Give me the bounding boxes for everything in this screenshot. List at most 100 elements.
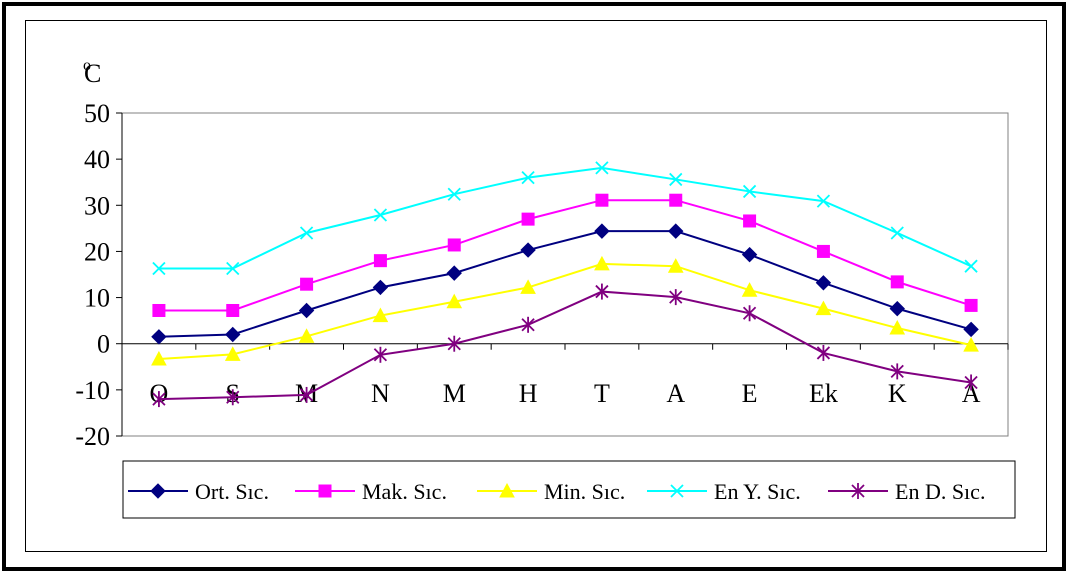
- data-point: [226, 261, 240, 276]
- data-point: [225, 326, 241, 343]
- data-point: [741, 246, 758, 263]
- data-point: [299, 386, 314, 403]
- data-point: [815, 275, 832, 291]
- series-line: [158, 166, 972, 270]
- data-point: [742, 184, 757, 199]
- x-tick-label: E: [742, 379, 758, 408]
- legend-label: Ort. Sıc.: [195, 479, 269, 504]
- data-point: [815, 300, 832, 316]
- legend-entry: En D. Sıc.: [828, 479, 985, 504]
- data-point: [520, 242, 536, 258]
- y-tick-label: -20: [75, 422, 110, 451]
- y-tick-label: 10: [84, 284, 110, 313]
- legend-label: En D. Sıc.: [895, 479, 985, 504]
- legend-entry: En Y. Sıc.: [647, 479, 801, 504]
- series-line: [158, 199, 972, 312]
- legend-marker: [670, 484, 684, 498]
- plot-area: [121, 112, 1009, 437]
- data-point: [963, 321, 979, 338]
- data-point: [594, 223, 610, 239]
- data-point: [890, 226, 904, 240]
- series-4: [152, 161, 978, 276]
- y-tick-label: 40: [84, 145, 110, 174]
- data-point: [889, 319, 906, 335]
- data-point: [298, 302, 315, 319]
- series-line: [158, 230, 972, 338]
- data-point: [224, 346, 241, 361]
- x-axis: OSMNMHTAEEkKA: [121, 343, 1009, 408]
- data-point: [816, 244, 830, 258]
- legend-entry: Mak. Sıc.: [295, 479, 447, 504]
- data-point: [743, 214, 757, 228]
- legend-entry: Min. Sıc.: [477, 479, 625, 504]
- data-point: [373, 254, 387, 268]
- data-point: [890, 363, 904, 380]
- data-point: [300, 277, 314, 291]
- data-point: [669, 172, 683, 187]
- data-point: [963, 337, 979, 352]
- data-point: [447, 335, 461, 352]
- data-point: [372, 279, 389, 296]
- data-point: [964, 298, 978, 312]
- data-point: [226, 303, 240, 317]
- legend-label: En Y. Sıc.: [714, 479, 801, 504]
- data-point: [595, 283, 609, 300]
- legend: Ort. Sıc. Mak. Sıc. Min. Sıc. En Y. Sıc. En …: [122, 460, 1016, 519]
- legend-marker: [499, 482, 515, 498]
- data-point: [520, 279, 536, 294]
- data-point: [816, 194, 831, 208]
- y-unit-degree: o: [83, 57, 91, 74]
- data-point: [595, 161, 609, 175]
- x-tick-label: A: [666, 379, 685, 408]
- x-tick-label: M: [443, 379, 466, 408]
- data-point: [151, 350, 167, 366]
- series-layer: [151, 161, 979, 408]
- series-3: [151, 255, 979, 366]
- x-tick-label: Ek: [809, 379, 838, 408]
- data-point: [446, 293, 463, 309]
- data-point: [299, 226, 314, 240]
- y-tick-label: 30: [84, 191, 110, 220]
- data-point: [521, 316, 535, 333]
- data-point: [742, 305, 757, 322]
- data-point: [595, 193, 609, 207]
- series-line: [158, 290, 972, 401]
- x-tick-label: N: [371, 379, 390, 408]
- y-tick-label: 20: [84, 237, 110, 266]
- y-unit-label: C: [84, 59, 101, 88]
- data-point: [741, 282, 758, 297]
- data-point: [446, 265, 462, 281]
- data-point: [152, 303, 166, 317]
- data-point: [889, 300, 905, 317]
- data-point: [964, 259, 978, 273]
- data-point: [521, 170, 535, 185]
- data-point: [447, 187, 461, 201]
- data-point: [667, 258, 684, 273]
- y-tick-label: 0: [97, 330, 110, 359]
- legend-marker: [318, 484, 332, 498]
- data-point: [669, 193, 683, 207]
- data-point: [373, 208, 388, 222]
- x-tick-label: K: [888, 379, 907, 408]
- y-tick-label: 50: [84, 99, 110, 128]
- legend-box: [122, 460, 1016, 519]
- data-point: [816, 344, 831, 361]
- data-point: [151, 329, 167, 345]
- series-5: [152, 283, 978, 408]
- data-point: [298, 328, 315, 343]
- data-point: [668, 223, 684, 239]
- legend-label: Mak. Sıc.: [362, 479, 447, 504]
- series-2: [152, 193, 978, 317]
- data-point: [669, 289, 683, 306]
- data-point: [373, 346, 388, 363]
- data-point: [372, 307, 389, 323]
- series-1: [151, 223, 979, 345]
- y-tick-label: -10: [75, 376, 110, 405]
- data-point: [447, 238, 461, 252]
- data-point: [521, 212, 535, 226]
- legend-label: Min. Sıc.: [544, 479, 625, 504]
- data-point: [594, 255, 610, 271]
- data-point: [152, 391, 166, 408]
- data-point: [226, 389, 240, 406]
